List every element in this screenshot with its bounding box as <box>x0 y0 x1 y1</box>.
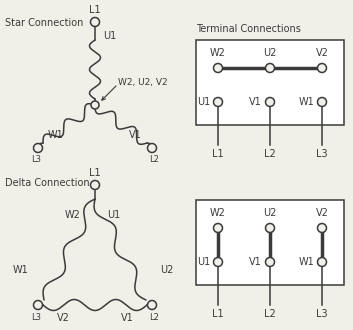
Circle shape <box>265 257 275 267</box>
Text: L1: L1 <box>89 5 101 15</box>
Text: W2, U2, V2: W2, U2, V2 <box>118 78 168 86</box>
Circle shape <box>317 223 327 233</box>
Circle shape <box>214 223 222 233</box>
Circle shape <box>214 257 222 267</box>
Text: V1: V1 <box>249 97 262 107</box>
Text: L2: L2 <box>149 313 159 322</box>
Bar <box>196 200 344 285</box>
Circle shape <box>34 301 42 310</box>
Circle shape <box>317 63 327 73</box>
Text: L2: L2 <box>149 155 159 164</box>
Text: U2: U2 <box>263 208 277 218</box>
Text: Star Connection: Star Connection <box>5 18 83 28</box>
Text: U1: U1 <box>107 210 120 220</box>
Circle shape <box>214 97 222 107</box>
Text: U1: U1 <box>197 97 210 107</box>
Text: W2: W2 <box>65 210 81 220</box>
Text: W1: W1 <box>12 265 28 275</box>
Text: V2: V2 <box>56 313 70 323</box>
Text: W1: W1 <box>48 130 64 140</box>
Text: V1: V1 <box>121 313 133 323</box>
Text: V1: V1 <box>249 257 262 267</box>
Circle shape <box>317 257 327 267</box>
Circle shape <box>90 181 100 189</box>
Circle shape <box>90 17 100 26</box>
Text: L2: L2 <box>264 149 276 159</box>
Circle shape <box>148 301 156 310</box>
Text: L3: L3 <box>31 155 41 164</box>
Text: L1: L1 <box>212 149 224 159</box>
Text: W2: W2 <box>210 208 226 218</box>
Text: V2: V2 <box>316 208 328 218</box>
Circle shape <box>91 101 99 109</box>
Text: L1: L1 <box>212 309 224 319</box>
Circle shape <box>317 97 327 107</box>
Bar <box>196 40 344 125</box>
Circle shape <box>265 223 275 233</box>
Circle shape <box>265 63 275 73</box>
Text: W1: W1 <box>298 257 314 267</box>
Text: U2: U2 <box>160 265 173 275</box>
Text: W2: W2 <box>210 48 226 58</box>
Text: Delta Connection: Delta Connection <box>5 178 90 188</box>
Circle shape <box>148 144 156 152</box>
Text: L3: L3 <box>31 313 41 322</box>
Text: L3: L3 <box>316 149 328 159</box>
Circle shape <box>265 97 275 107</box>
Text: L2: L2 <box>264 309 276 319</box>
Circle shape <box>214 63 222 73</box>
Text: U1: U1 <box>197 257 210 267</box>
Text: L1: L1 <box>89 168 101 178</box>
Text: L3: L3 <box>316 309 328 319</box>
Text: W1: W1 <box>298 97 314 107</box>
Text: V2: V2 <box>316 48 328 58</box>
Text: U2: U2 <box>263 48 277 58</box>
Text: U1: U1 <box>103 31 116 41</box>
Text: Terminal Connections: Terminal Connections <box>196 24 301 34</box>
Circle shape <box>34 144 42 152</box>
Text: V1: V1 <box>129 130 142 140</box>
